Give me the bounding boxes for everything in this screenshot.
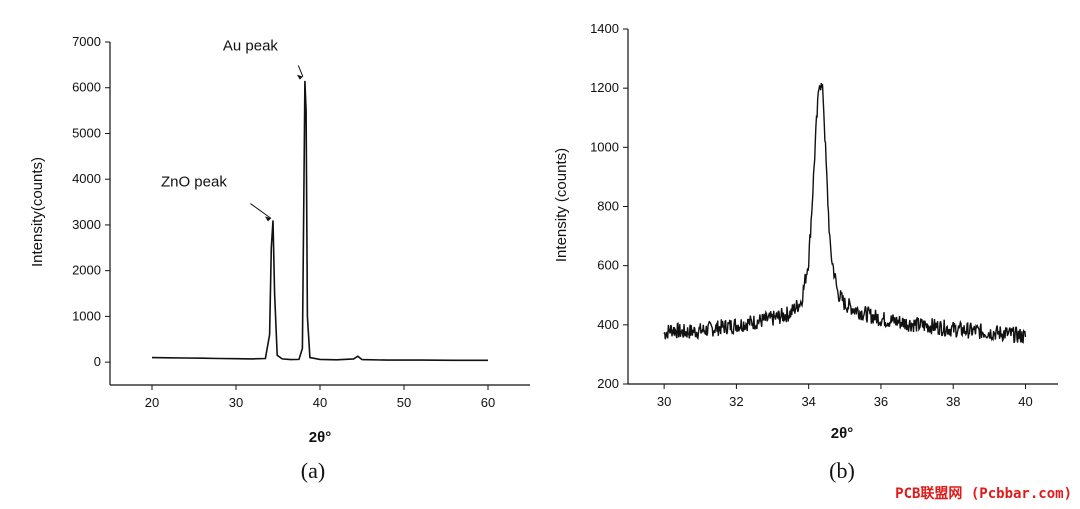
chart-a-xlabel: 2θ°: [309, 429, 331, 446]
chart-a: 20 30 40 50 6001000200030004000500060007000 …: [29, 34, 530, 483]
y-tick-label: 3000: [72, 217, 101, 232]
x-tick-label: 38: [946, 394, 960, 409]
x-tick-label: 30: [657, 394, 671, 409]
chart-b-ylabel: Intensity (counts): [553, 148, 570, 262]
y-tick-label: 800: [597, 199, 619, 214]
x-tick-label: 60: [481, 395, 495, 410]
chart-b-caption: (b): [829, 458, 855, 483]
x-tick-label: 36: [874, 394, 888, 409]
chart-a-ylabel: Intensity(counts): [29, 157, 46, 267]
y-tick-label: 1400: [590, 21, 619, 36]
y-tick-label: 6000: [72, 80, 101, 95]
y-tick-label: 200: [597, 376, 619, 391]
y-tick-label: 1000: [590, 139, 619, 154]
annotation-arrow: [297, 65, 304, 77]
annotation-label: ZnO peak: [161, 173, 227, 190]
x-tick-label: 50: [397, 395, 411, 410]
y-tick-label: 7000: [72, 34, 101, 49]
y-tick-label: 4000: [72, 171, 101, 186]
x-tick-label: 40: [313, 395, 327, 410]
y-tick-label: 400: [597, 317, 619, 332]
x-tick-label: 40: [1018, 394, 1032, 409]
y-tick-label: 5000: [72, 125, 101, 140]
chart-b: 30 32 34 36 38 40 200 400 600 800 1000 1200 1400 Int…: [553, 21, 1058, 483]
chart-b-series-line: [663, 82, 1027, 344]
y-tick-label: 600: [597, 258, 619, 273]
annotation-arrowhead: [264, 216, 271, 222]
annotation-label: Au peak: [223, 38, 279, 55]
x-tick-label: 32: [729, 394, 743, 409]
y-tick-label: 1000: [72, 308, 101, 323]
y-tick-label: 1200: [590, 80, 619, 95]
chart-a-series-line: [151, 80, 488, 362]
x-tick-label: 34: [801, 394, 815, 409]
watermark: PCB联盟网 (Pcbbar.com): [895, 486, 1072, 502]
chart-a-caption: (a): [301, 458, 325, 483]
y-tick-label: 0: [94, 354, 101, 369]
annotation-arrow: [250, 203, 272, 219]
x-tick-label: 20: [145, 395, 159, 410]
chart-b-xlabel: 2θ°: [831, 425, 853, 442]
y-tick-label: 2000: [72, 263, 101, 278]
annotation-arrowhead: [296, 74, 303, 80]
chart-a-axes: [109, 42, 530, 386]
x-tick-label: 30: [229, 395, 243, 410]
